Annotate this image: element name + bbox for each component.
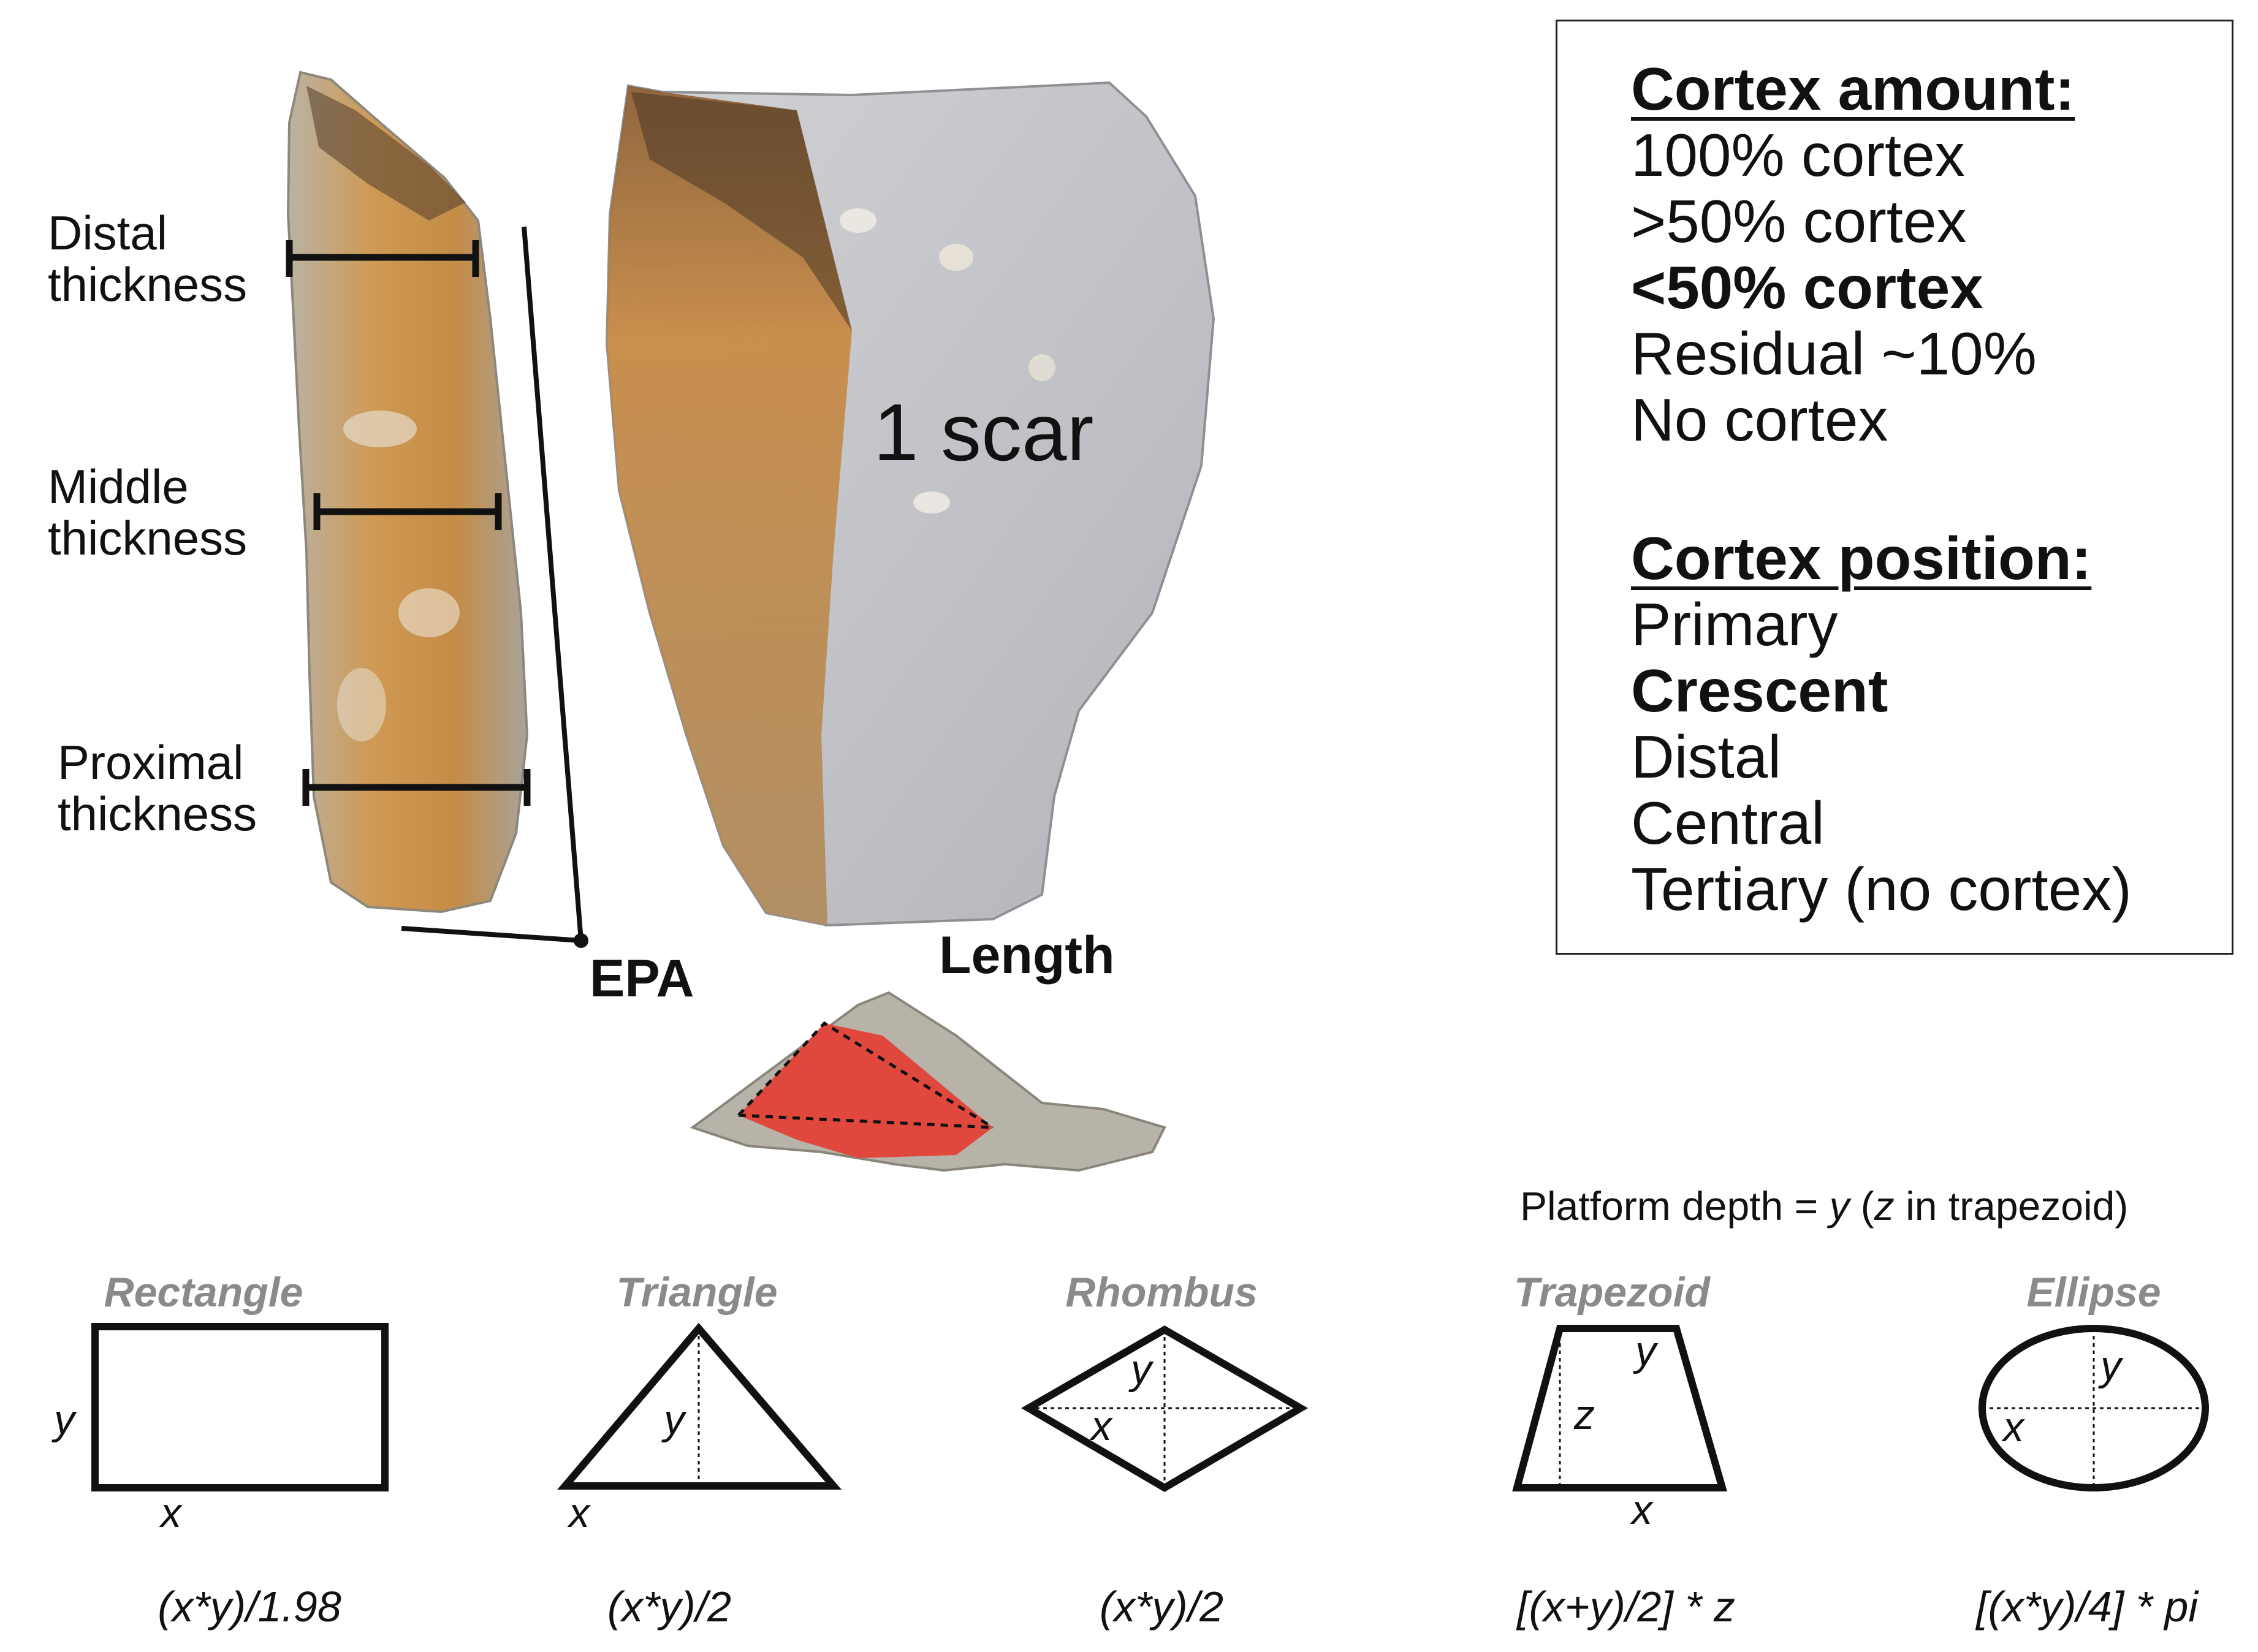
platform-note-y: y: [1829, 1183, 1850, 1229]
platform-note-middle: (: [1849, 1183, 1874, 1229]
rhombus-var-y: y: [1131, 1346, 1152, 1393]
shape-title-ellipse: Ellipse: [2026, 1269, 2161, 1316]
cortex-legend: Cortex amount: 100% cortex >50% cortex <…: [1556, 20, 2233, 955]
proximal-thickness-label: Proximal thickness: [58, 735, 257, 841]
trapezoid-var-x: x: [1632, 1487, 1652, 1533]
trapezoid-shape: [1512, 1325, 1727, 1491]
length-line: [522, 226, 584, 941]
length-epa-lines: [401, 226, 588, 948]
thickness-bars: [286, 240, 531, 806]
trapezoid-var-z: z: [1574, 1392, 1595, 1438]
shape-title-rhombus: Rhombus: [1065, 1269, 1258, 1316]
epa-label: EPA: [590, 949, 694, 1008]
cortex-amount-title: Cortex amount:: [1631, 55, 2075, 123]
middle-thickness-label: Middle thickness: [48, 460, 248, 565]
shape-title-triangle: Triangle: [616, 1269, 778, 1316]
rhombus-var-x: x: [1091, 1403, 1112, 1449]
cortex-position-item: Central: [1631, 789, 1825, 857]
platform-note-prefix: Platform depth =: [1520, 1183, 1830, 1229]
cortex-position-item: Tertiary (no cortex): [1631, 855, 2132, 923]
trapezoid-var-y: y: [1635, 1328, 1656, 1374]
cortex-amount-item: >50% cortex: [1631, 188, 1967, 255]
platform-note-suffix: in trapezoid): [1894, 1183, 2129, 1229]
formula-ellipse: [(x*y)/4] * pi: [1976, 1583, 2198, 1631]
shape-diagrams: [91, 1322, 2209, 1492]
formula-rhombus: (x*y)/2: [1099, 1583, 1224, 1631]
rectangle-var-x: x: [161, 1490, 181, 1536]
triangle-var-y: y: [664, 1396, 685, 1443]
cortex-amount-item-selected: <50% cortex: [1631, 254, 1983, 321]
rectangle-var-y: y: [54, 1396, 75, 1443]
flake-side-view: [286, 70, 529, 914]
formula-rectangle: (x*y)/1.98: [158, 1583, 341, 1631]
epa-line: [401, 926, 582, 943]
cortex-position-item: Distal: [1631, 723, 1782, 790]
rhombus-shape: [1021, 1325, 1308, 1492]
ellipse-var-y: y: [2100, 1343, 2121, 1389]
shape-title-trapezoid: Trapezoid: [1514, 1269, 1710, 1316]
formula-triangle: (x*y)/2: [607, 1583, 732, 1631]
formula-trapezoid: [(x+y)/2] * z: [1517, 1583, 1735, 1631]
length-label: Length: [939, 926, 1115, 985]
distal-thickness-label: Distal thickness: [48, 206, 248, 311]
triangle-var-x: x: [569, 1490, 590, 1536]
cortex-position-item: Primary: [1631, 591, 1838, 658]
cortex-amount-item: 100% cortex: [1631, 121, 1965, 189]
ellipse-var-x: x: [2003, 1404, 2024, 1450]
rectangle-shape: [91, 1323, 389, 1491]
platform-view: [690, 991, 1166, 1172]
shape-title-rectangle: Rectangle: [104, 1269, 303, 1316]
cortex-amount-item: Residual ~10%: [1631, 320, 2037, 387]
platform-note-z: z: [1874, 1183, 1895, 1229]
cortex-position-title: Cortex position:: [1631, 525, 2092, 592]
scar-count-label: 1 scar: [873, 387, 1094, 477]
cortex-position-item-selected: Crescent: [1631, 657, 1888, 724]
cortex-amount-item: No cortex: [1631, 386, 1888, 453]
flake-front-view: [605, 81, 1215, 927]
platform-depth-note: Platform depth = y (z in trapezoid): [1520, 1183, 2128, 1229]
